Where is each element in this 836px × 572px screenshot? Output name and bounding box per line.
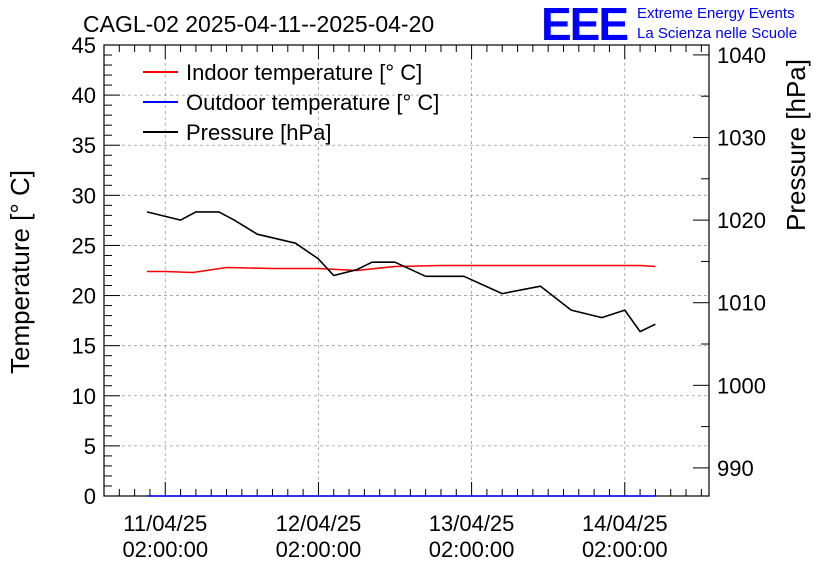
legend: Indoor temperature [° C] Outdoor tempera… [143,60,439,145]
brand-block: EEE Extreme Energy Events La Scienza nel… [541,0,797,50]
x-tick-label-time: 02:00:00 [122,537,208,562]
y-left-tick-label: 20 [72,284,96,309]
y-left-tick-label: 0 [84,484,96,509]
x-tick-label-date: 12/04/25 [276,511,362,536]
y-right-tick-label: 1010 [717,291,766,316]
y-right-tick-label: 1020 [717,208,766,233]
x-tick-label-date: 13/04/25 [429,511,515,536]
brand-line-1: Extreme Energy Events [637,5,795,22]
y-right-tick-label: 1000 [717,373,766,398]
chart-title: CAGL-02 2025-04-11--2025-04-20 [83,11,434,37]
brand-line-2: La Scienza nelle Scuole [637,25,797,42]
series-lines [146,211,656,497]
series-pressure [146,211,656,333]
legend-label-outdoor: Outdoor temperature [° C] [186,90,439,115]
x-tick-label-time: 02:00:00 [276,537,362,562]
legend-label-pressure: Pressure [hPa] [186,120,332,145]
x-tick-label-time: 02:00:00 [582,537,668,562]
x-tick-label-time: 02:00:00 [429,537,515,562]
y-right-tick-label: 1040 [717,43,766,68]
y-left-tick-label: 30 [72,183,96,208]
y-right-tick-label: 990 [717,456,754,481]
x-tick-label-date: 11/04/25 [123,511,207,536]
y-axis-right-title: Pressure [hPa] [781,59,811,231]
eee-logo: EEE [541,0,627,50]
y-axis-left-title: Temperature [° C] [5,170,35,374]
y-left-tick-label: 5 [84,434,96,459]
grid [104,45,709,496]
y-left-tick-label: 40 [72,83,96,108]
legend-label-indoor: Indoor temperature [° C] [186,60,422,85]
y-left-tick-label: 35 [72,133,96,158]
y-left-tick-label: 25 [72,233,96,258]
series-indoor-temperature [146,264,656,274]
y-left-tick-label: 45 [72,33,96,58]
y-left-tick-label: 15 [72,334,96,359]
y-left-tick-label: 10 [72,384,96,409]
y-right-tick-label: 1030 [717,126,766,151]
axis-ticks: 0 5 10 15 20 25 30 35 40 45 990 1000 1010 1020 1030 104… [72,33,766,562]
x-tick-label-date: 14/04/25 [582,511,668,536]
